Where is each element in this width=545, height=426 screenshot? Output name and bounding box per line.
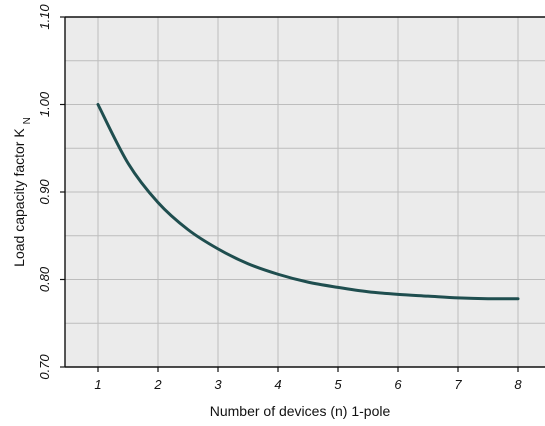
y-tick-label-0.90: 0.90 [37, 179, 52, 205]
x-axis-label: Number of devices (n) 1-pole [210, 403, 391, 419]
y-tick-label-1.00: 1.00 [37, 91, 52, 117]
x-tick-label-7: 7 [454, 377, 462, 392]
x-tick-label-1: 1 [94, 377, 101, 392]
y-tick-label-0.80: 0.80 [37, 266, 52, 292]
x-tick-label-5: 5 [334, 377, 342, 392]
y-tick-label-0.70: 0.70 [37, 354, 52, 380]
tick-labels: 1 2 3 4 5 6 7 8 0.70 0.80 0.90 1.00 1.10 [37, 4, 522, 392]
series-line-1 [96, 103, 520, 301]
y-tick-label-1.10: 1.10 [37, 4, 52, 30]
x-tick-label-3: 3 [214, 377, 222, 392]
x-tick-label-6: 6 [394, 377, 402, 392]
series-layer [96, 103, 520, 301]
y-axis-label-main: Load capacity factor K [11, 128, 27, 267]
x-tick-label-8: 8 [514, 377, 522, 392]
y-axis-label: Load capacity factor K N [11, 117, 33, 267]
x-tick-label-2: 2 [153, 377, 162, 392]
x-tick-label-4: 4 [274, 377, 281, 392]
y-axis-label-subscript: N [22, 117, 33, 124]
